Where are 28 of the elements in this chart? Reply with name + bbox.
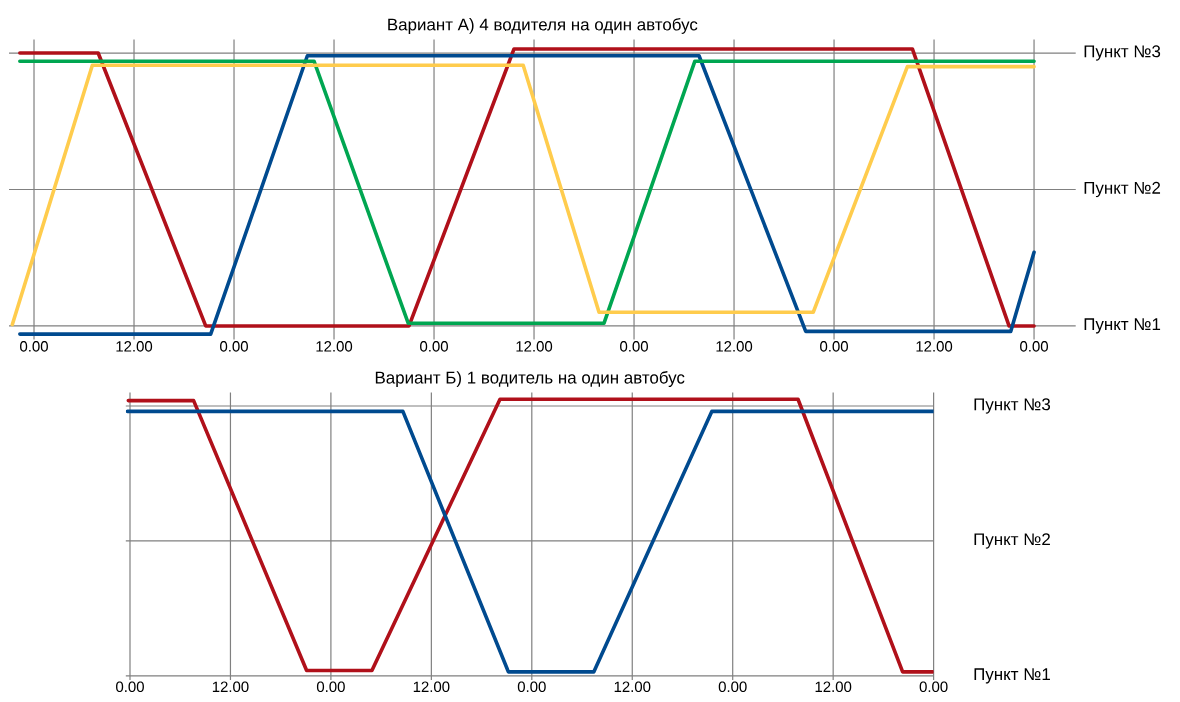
y-tick-label: Пункт №1 <box>974 668 1050 684</box>
x-tick-label: 0.00 <box>116 681 144 693</box>
x-tick-label: 0.00 <box>820 341 848 352</box>
x-tick-label: 0.00 <box>316 681 345 693</box>
x-tick-label: 0.00 <box>1020 341 1048 352</box>
y-tick-label: Пункт №3 <box>1084 45 1161 61</box>
x-tick-label: 12.00 <box>815 681 852 693</box>
x-tick-label: 12.00 <box>916 341 953 352</box>
x-tick-label: 12.00 <box>716 341 753 352</box>
y-tick-label: Пункт №3 <box>974 398 1051 414</box>
x-tick-label: 0.00 <box>620 341 648 352</box>
y-tick-label: Пункт №1 <box>1084 318 1161 334</box>
x-tick-label: 0.00 <box>718 681 747 693</box>
x-tick-label: 12.00 <box>516 341 553 352</box>
x-tick-label: 0.00 <box>420 341 448 352</box>
x-tick-label: 12.00 <box>212 681 249 693</box>
x-tick-label: 0.00 <box>919 681 948 693</box>
y-tick-label: Пункт №2 <box>974 533 1050 549</box>
chart-title: Вариант А) 4 водителя на один автобус <box>388 17 698 34</box>
x-tick-label: 12.00 <box>116 341 153 352</box>
x-tick-label: 12.00 <box>413 681 450 693</box>
x-tick-label: 0.00 <box>517 681 546 693</box>
x-tick-label: 12.00 <box>614 681 651 693</box>
chart-title: Вариант Б) 1 водитель на один автобус <box>375 371 685 387</box>
y-tick-label: Пункт №2 <box>1084 181 1161 198</box>
x-tick-label: 0.00 <box>20 341 48 352</box>
x-tick-label: 0.00 <box>220 341 248 352</box>
x-tick-label: 12.00 <box>316 341 353 352</box>
